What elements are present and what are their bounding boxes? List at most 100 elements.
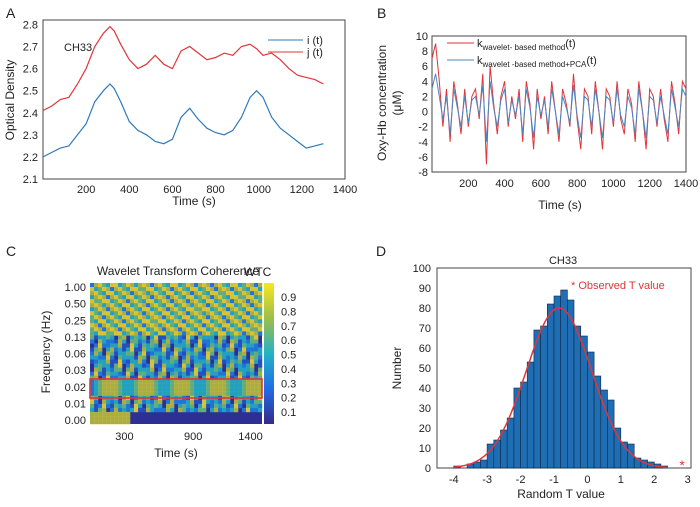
panel-c-cell bbox=[142, 331, 147, 336]
panel-c-cell bbox=[90, 339, 95, 344]
panel-c-cell bbox=[198, 363, 203, 368]
panel-c-cell bbox=[210, 303, 215, 308]
panel-c-cell bbox=[126, 415, 131, 421]
panel-c-cell bbox=[242, 311, 247, 316]
panel-c-cell bbox=[174, 311, 179, 316]
panel-c-cell bbox=[222, 295, 227, 300]
panel-c-cell bbox=[194, 323, 199, 328]
panel-c-cell bbox=[110, 351, 115, 356]
panel-c-cell bbox=[146, 375, 151, 380]
panel-c-cell bbox=[230, 379, 235, 385]
panel-c-cell bbox=[218, 379, 223, 385]
panel-c-cell bbox=[146, 363, 151, 368]
panel-c-cell bbox=[130, 311, 135, 316]
panel-c-cell bbox=[254, 399, 259, 405]
panel-d-xtick: -4 bbox=[449, 474, 459, 486]
panel-c-colorbar-tick: 0.9 bbox=[281, 292, 296, 304]
panel-c-cell bbox=[190, 283, 195, 288]
panel-c-cell bbox=[122, 403, 127, 409]
panel-c-cell bbox=[94, 315, 99, 320]
panel-c-cell bbox=[170, 283, 175, 288]
panel-c-cell bbox=[102, 335, 107, 340]
panel-c-cell bbox=[138, 379, 143, 385]
panel-c-cell bbox=[178, 327, 183, 332]
panel-c-cell bbox=[142, 303, 147, 308]
panel-c-cell bbox=[122, 311, 127, 316]
panel-c-cell bbox=[158, 387, 163, 393]
panel-c-cell bbox=[214, 331, 219, 336]
panel-c-cell bbox=[142, 371, 147, 376]
panel-c-cell bbox=[98, 303, 103, 308]
panel-c-cell bbox=[166, 327, 171, 332]
panel-c-cell bbox=[138, 319, 143, 324]
panel-c-cell bbox=[150, 399, 155, 405]
panel-c-cell bbox=[174, 323, 179, 328]
panel-c-cell bbox=[98, 383, 103, 389]
panel-c-cell bbox=[98, 351, 103, 356]
panel-c-cell bbox=[198, 291, 203, 296]
panel-c-cell bbox=[102, 367, 107, 372]
panel-c-cell bbox=[130, 331, 135, 336]
panel-c-cell bbox=[174, 295, 179, 300]
panel-c-cell bbox=[198, 367, 203, 372]
panel-c-cell bbox=[174, 283, 179, 288]
panel-c-cell bbox=[138, 323, 143, 328]
panel-c-cell bbox=[254, 351, 259, 356]
panel-c-cell bbox=[118, 383, 123, 389]
panel-c-cell bbox=[98, 299, 103, 304]
panel-c-cell bbox=[174, 287, 179, 292]
panel-c-cell bbox=[186, 407, 191, 413]
panel-c-cell bbox=[126, 343, 131, 348]
panel-c-cell bbox=[250, 323, 255, 328]
panel-c-cell bbox=[254, 339, 259, 344]
panel-c-cell bbox=[238, 399, 243, 405]
panel-c-cell bbox=[138, 331, 143, 336]
panel-c-cell bbox=[166, 347, 171, 352]
panel-b-xtick: 1400 bbox=[674, 178, 698, 190]
panel-c-cell bbox=[174, 299, 179, 304]
panel-c-cell bbox=[202, 331, 207, 336]
panel-c-cell bbox=[130, 335, 135, 340]
panel-c-cell bbox=[166, 319, 171, 324]
panel-c-cell bbox=[226, 347, 231, 352]
panel-c-cell bbox=[110, 283, 115, 288]
panel-c-cell bbox=[118, 315, 123, 320]
panel-c-cell bbox=[126, 323, 131, 328]
panel-c-cell bbox=[106, 399, 111, 405]
panel-c-cell bbox=[106, 379, 111, 385]
panel-c-cell bbox=[242, 295, 247, 300]
panel-c-cell bbox=[206, 319, 211, 324]
panel-c-cell bbox=[106, 403, 111, 409]
panel-c-cell bbox=[150, 291, 155, 296]
panel-c-cell bbox=[206, 367, 211, 372]
panel-c-cell bbox=[246, 343, 251, 348]
panel-c-ytick: 0.00 bbox=[65, 415, 86, 427]
panel-c-cell bbox=[174, 291, 179, 296]
panel-c-cell bbox=[122, 419, 127, 425]
panel-c-cell bbox=[186, 299, 191, 304]
panel-c-cell bbox=[142, 387, 147, 393]
panel-c-cell bbox=[210, 371, 215, 376]
panel-c-cell bbox=[142, 351, 147, 356]
panel-c-cell bbox=[218, 319, 223, 324]
panel-c-cell bbox=[110, 343, 115, 348]
panel-c-cell bbox=[174, 359, 179, 364]
panel-c-cell bbox=[218, 399, 223, 405]
panel-c-cell bbox=[202, 367, 207, 372]
panel-b-ytick: 6 bbox=[422, 61, 428, 73]
panel-c-cell bbox=[166, 287, 171, 292]
panel-c-cell bbox=[110, 415, 115, 421]
panel-c-cell bbox=[118, 387, 123, 393]
panel-c-cell bbox=[190, 311, 195, 316]
panel-c-cell bbox=[230, 403, 235, 409]
panel-c-cell bbox=[206, 287, 211, 292]
panel-c-cell bbox=[258, 323, 263, 328]
panel-c-cell bbox=[242, 371, 247, 376]
panel-c-cell bbox=[118, 299, 123, 304]
panel-c-cell bbox=[106, 351, 111, 356]
panel-c-cell bbox=[134, 315, 139, 320]
panel-c-cell bbox=[174, 343, 179, 348]
panel-c-cell bbox=[186, 367, 191, 372]
panel-c-cell bbox=[250, 371, 255, 376]
panel-c-ticks: 300 900 1400 1.00 0.50 0.25 0.13 0.06 0.03 0.02 0.… bbox=[65, 282, 297, 443]
